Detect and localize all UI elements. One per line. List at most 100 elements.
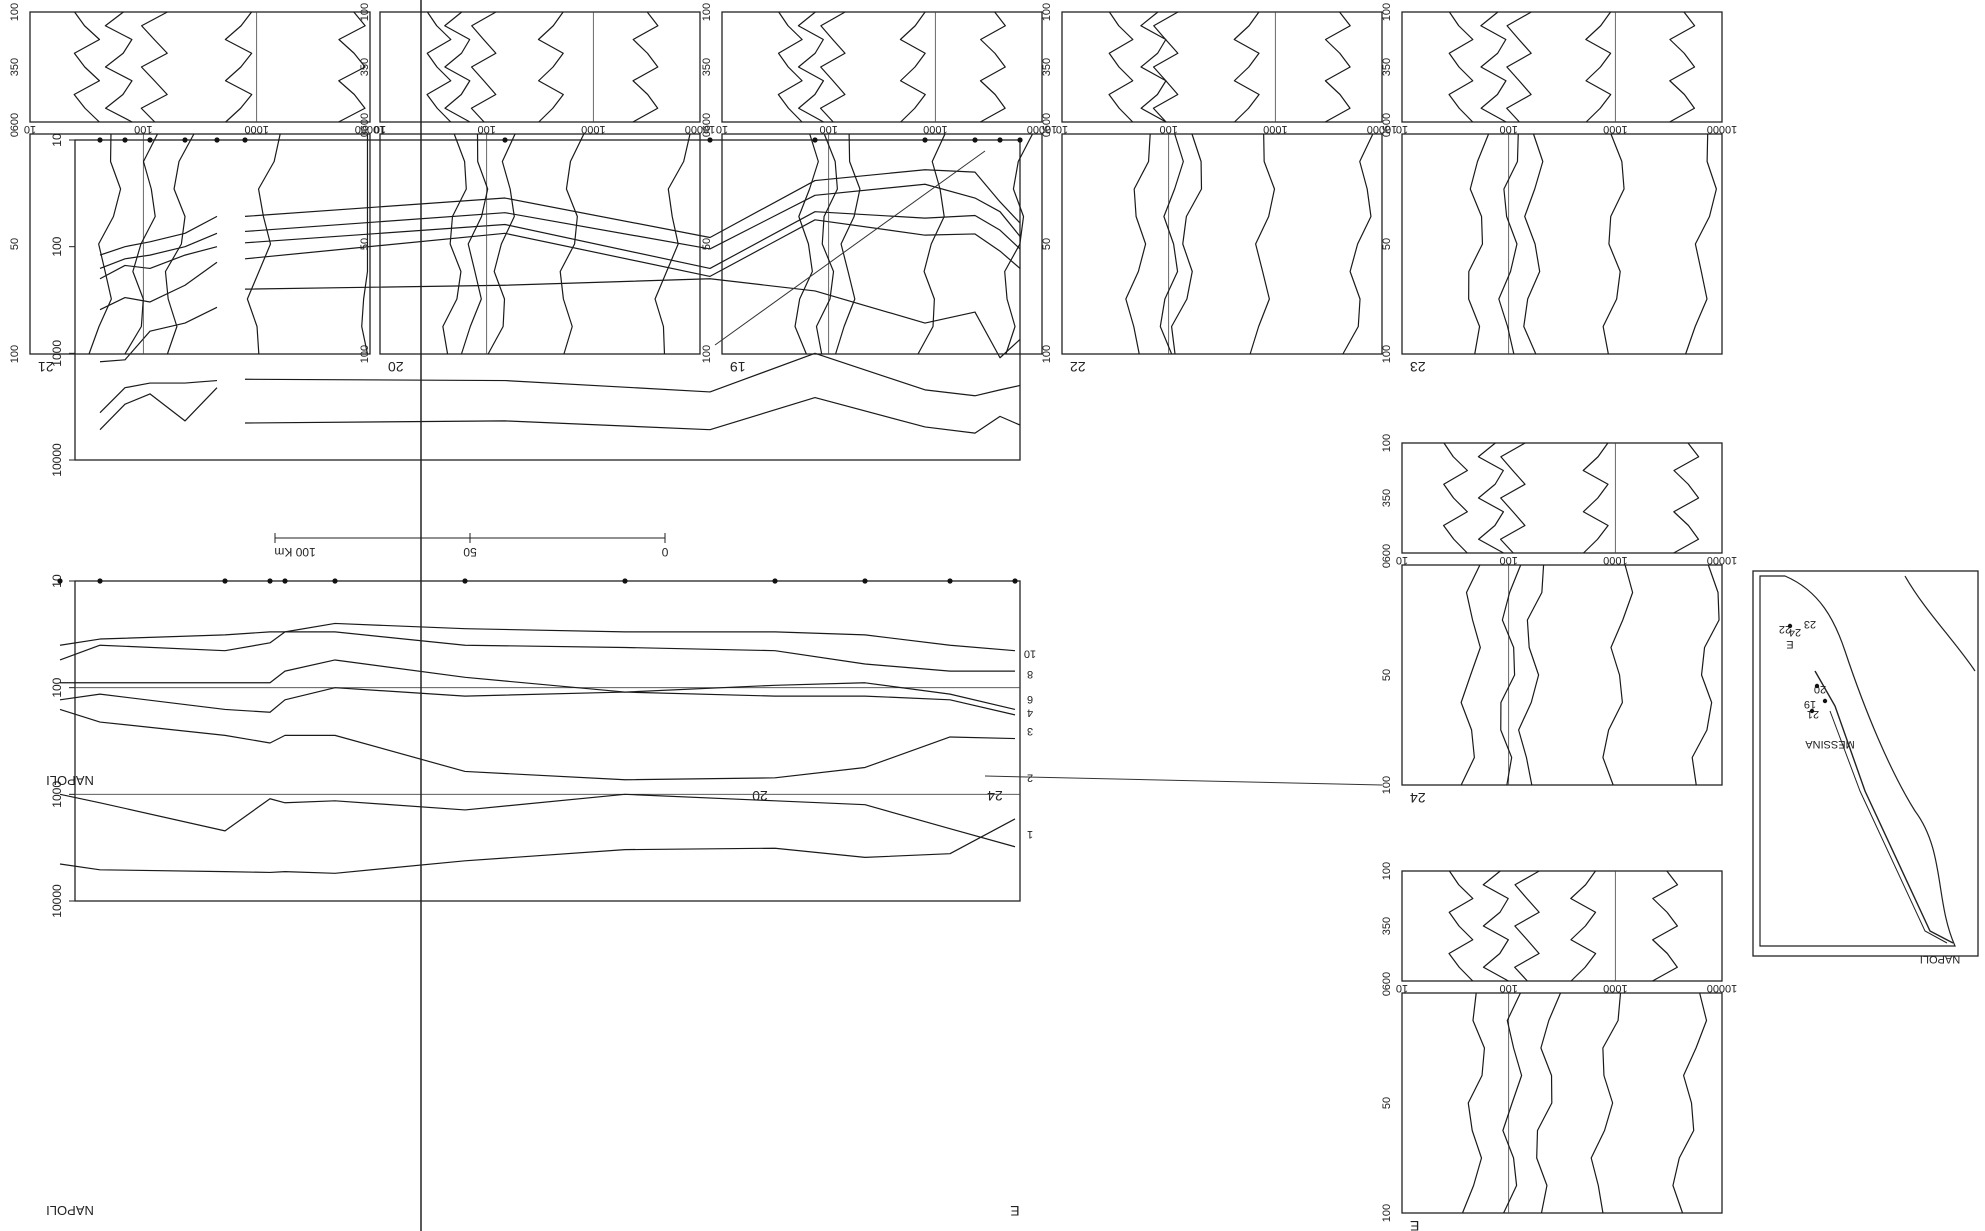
profile-line	[164, 133, 195, 355]
profile-line	[444, 11, 471, 123]
depth-tick-label: 350	[1381, 917, 1393, 935]
x-tick-label: 100	[477, 123, 495, 135]
depth-tick-label: 50	[1381, 238, 1393, 250]
map-frame	[1752, 570, 1979, 957]
depth-tick-label: 100	[1041, 3, 1053, 21]
depth-tick-label: 100	[1381, 3, 1393, 21]
transect-lower-chart: 10100100010000NAPOLIE12346810	[46, 574, 1036, 1219]
station-marker	[97, 137, 103, 143]
depth-tick-label: 600	[1381, 544, 1393, 562]
profile-line	[361, 134, 369, 355]
profile-frame-0-100	[29, 133, 371, 355]
profile-line	[1461, 992, 1486, 1214]
profile-line	[124, 133, 159, 355]
profile-line	[1477, 442, 1505, 554]
line-label: 1	[1027, 828, 1033, 840]
map-place-label: NAPOLI	[1920, 953, 1960, 965]
profile-line	[797, 11, 825, 123]
profile-line	[1324, 11, 1351, 123]
profile-line	[899, 11, 926, 123]
depth-tick-label: 0	[359, 131, 371, 137]
profile-frame-0-100	[1061, 133, 1383, 355]
profile-line	[1249, 133, 1276, 355]
depth-tick-label: 100	[9, 3, 21, 21]
profile-frame-100-600	[1401, 11, 1723, 123]
profile-line	[1582, 442, 1609, 554]
profile-line	[1460, 564, 1481, 786]
series-line	[244, 211, 1021, 270]
series-line	[99, 215, 218, 256]
profile-frame-100-600	[29, 11, 371, 123]
coastline	[1759, 575, 1956, 947]
line-label: 4	[1027, 706, 1033, 718]
profile-line	[88, 133, 122, 355]
profile-line	[1602, 133, 1625, 355]
profile-line	[1468, 133, 1490, 355]
station-label-20: 20	[752, 788, 768, 804]
station-marker	[862, 578, 868, 584]
line-label: 3	[1027, 725, 1033, 737]
profile-line	[1233, 11, 1260, 123]
profile-line	[442, 133, 467, 355]
depth-tick-label: 100	[701, 3, 713, 21]
x-tick-label: 10	[1396, 554, 1408, 566]
profile-line	[835, 133, 861, 355]
y-tick-label: 10000	[50, 443, 64, 477]
profile-line	[1585, 11, 1612, 123]
series-line	[59, 622, 1016, 652]
x-tick-label: 100	[134, 123, 152, 135]
station-label: E	[1410, 1218, 1419, 1231]
profile-line	[104, 11, 133, 123]
depth-tick-label: 50	[1381, 669, 1393, 681]
profile-line	[917, 133, 946, 355]
profile-line	[487, 133, 516, 355]
profile-line	[1514, 870, 1540, 982]
series-line	[59, 818, 1016, 874]
x-tick-label: 10	[374, 123, 386, 135]
profile-line	[140, 11, 168, 123]
profile-frame-0-100	[721, 133, 1043, 355]
x-tick-label: 10	[1396, 123, 1408, 135]
station-marker	[462, 578, 468, 584]
map-station-dot	[1787, 623, 1793, 629]
profile-frame-100-600	[1401, 442, 1723, 554]
depth-tick-label: 600	[1381, 972, 1393, 990]
profile-line	[1685, 133, 1717, 355]
station-marker	[214, 137, 220, 143]
station-marker	[997, 137, 1003, 143]
x-tick-label: 10000	[355, 123, 386, 135]
depth-tick-label: 100	[701, 345, 713, 363]
profile-line	[1602, 564, 1634, 786]
series-line	[59, 793, 1016, 848]
depth-tick-label: 350	[9, 58, 21, 76]
y-tick-label: 10000	[50, 884, 64, 918]
depth-tick-label: 100	[9, 345, 21, 363]
depth-tick-label: 600	[9, 113, 21, 131]
profile-line	[460, 133, 489, 355]
x-tick-label: 100	[1159, 123, 1177, 135]
profile-line	[1125, 133, 1151, 355]
profile-line	[1506, 11, 1532, 123]
series-line	[59, 687, 1016, 716]
x-tick-label: 100	[1499, 123, 1517, 135]
map-place-label: 24	[1789, 626, 1801, 638]
profile-line	[1536, 992, 1562, 1214]
station-label-24: 24	[987, 788, 1003, 804]
line-label: 6	[1027, 693, 1033, 705]
profile-line	[1523, 133, 1544, 355]
x-tick-label: 10	[24, 123, 36, 135]
station-marker	[947, 578, 953, 584]
station-marker	[502, 137, 508, 143]
profile-frame-100-600	[721, 11, 1043, 123]
x-tick-label: 10000	[1027, 123, 1058, 135]
x-tick-label: 10	[1396, 982, 1408, 994]
depth-tick-label: 0	[701, 131, 713, 137]
transect-frame	[74, 580, 1021, 902]
station-panel-23: 10 100 1000 10000 23 0 50 100 100 350 600	[1381, 3, 1737, 375]
depth-tick-label: 50	[9, 238, 21, 250]
profile-frame-0-100	[1401, 564, 1723, 786]
